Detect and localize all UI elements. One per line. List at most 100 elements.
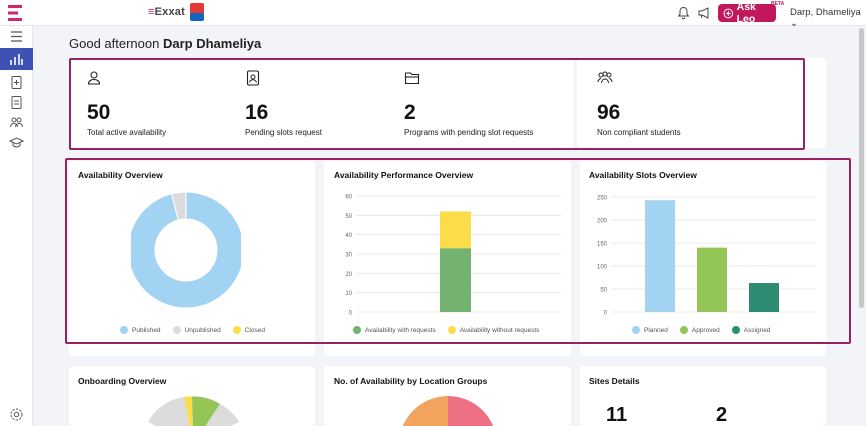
legend-swatch (353, 326, 361, 334)
users-icon[interactable] (9, 115, 24, 130)
performance-overview-title: Availability Performance Overview (334, 170, 474, 180)
sidebar (0, 26, 33, 426)
legend-swatch (679, 326, 688, 334)
y-tick-label: 30 (345, 253, 352, 259)
stat-value-programs-pending: 2 (404, 101, 416, 124)
y-tick-label: 20 (345, 272, 352, 278)
donut-slice-published[interactable] (131, 191, 241, 309)
bell-icon[interactable] (677, 6, 690, 20)
slots-bar-chart: 0 50 100 150 200 250 (597, 196, 816, 317)
sites-count-primary: 11 (606, 404, 628, 426)
onboarding-overview-title: Onboarding Overview (78, 376, 167, 386)
graduation-cap-icon[interactable] (9, 135, 24, 150)
stat-value-active-availability: 50 (87, 101, 111, 124)
legend-label: Closed (244, 326, 265, 334)
folder-icon (404, 72, 420, 85)
charts-highlight-frame (65, 158, 851, 344)
page-scrollbar[interactable] (859, 28, 864, 308)
user-name: Darp, Dhameliya (790, 7, 861, 18)
slots-bar-legend: Planned Approved Assigned (632, 326, 778, 334)
slots-legend-item[interactable]: Assigned (731, 326, 771, 334)
sites-count-secondary: 2 (716, 404, 728, 426)
stats-card (69, 58, 574, 148)
stat-label-active-availability: Total active availability (87, 128, 167, 137)
bar-planned[interactable] (645, 200, 675, 312)
legend-label: Planned (644, 326, 668, 334)
legend-swatch (632, 326, 640, 334)
slots-legend-item[interactable]: Planned (632, 326, 668, 334)
stat-value-pending-slots: 16 (245, 101, 269, 124)
legend-label: Availability without requests (459, 326, 540, 334)
legend-swatch (120, 326, 128, 334)
y-tick-label: 0 (604, 311, 608, 317)
sparkle-icon (723, 8, 734, 18)
legend-swatch (447, 326, 456, 334)
greeting-user-name: Darp Dhameliya (162, 36, 262, 51)
onboarding-pie-chart-partial (148, 396, 239, 426)
add-document-icon[interactable] (9, 75, 24, 90)
flag-badge-icon (190, 3, 204, 21)
bar-availability-with-requests[interactable] (440, 248, 471, 312)
stat-label-non-compliant: Non compliant students (597, 128, 681, 137)
y-tick-label: 60 (345, 195, 352, 201)
ask-leo-button[interactable]: Ask Leo (718, 1, 776, 25)
document-person-icon (246, 70, 260, 86)
bar-assigned[interactable] (749, 283, 779, 312)
performance-legend-item[interactable]: Availability without requests (447, 326, 540, 334)
y-tick-label: 50 (345, 214, 352, 220)
legend-swatch (731, 326, 740, 334)
compliance-stats-card (577, 58, 826, 148)
stat-label-pending-slots: Pending slots request (245, 128, 322, 137)
legend-label: Unpublished (184, 326, 221, 334)
person-icon (87, 71, 101, 85)
bar-chart-icon (10, 54, 23, 65)
menu-icon[interactable] (9, 29, 24, 44)
y-tick-label: 100 (597, 265, 608, 271)
sites-details-title: Sites Details (589, 376, 640, 386)
availability-legend-item[interactable]: Unpublished (172, 326, 221, 334)
slots-overview-title: Availability Slots Overview (589, 170, 697, 180)
performance-bar-chart: 0 10 20 30 40 50 60 (345, 195, 561, 317)
availability-legend-item[interactable]: Closed (232, 326, 265, 334)
document-icon[interactable] (9, 95, 24, 110)
settings-gear-icon[interactable] (9, 407, 24, 422)
stat-value-non-compliant: 96 (597, 101, 621, 124)
location-groups-title: No. of Availability by Location Groups (334, 376, 488, 386)
user-menu[interactable]: Darp, Dhameliya ⌄ (790, 7, 866, 29)
sidebar-item-dashboard[interactable] (0, 48, 33, 70)
location-groups-pie-chart-partial (402, 396, 494, 426)
top-bar: ≡Exxat Ask Leo BETA Darp, Dhameliya ⌄ (0, 0, 866, 29)
y-tick-label: 250 (597, 196, 608, 202)
slots-legend-item[interactable]: Approved (679, 326, 720, 334)
bar-approved[interactable] (697, 247, 727, 312)
legend-swatch (172, 326, 181, 334)
y-tick-label: 200 (597, 219, 608, 225)
legend-label: Availability with requests (365, 326, 436, 334)
stats-highlight-frame (69, 58, 805, 150)
exxat-logo-icon[interactable] (7, 4, 23, 22)
greeting-prefix: Good afternoon (69, 36, 160, 51)
donut-slice-unpublished[interactable] (170, 191, 187, 221)
greeting: Good afternoon Darp Dhameliya (69, 36, 261, 51)
legend-label: Published (132, 326, 161, 334)
legend-swatch (232, 326, 241, 334)
availability-legend-item[interactable]: Published (120, 326, 161, 334)
y-tick-label: 50 (600, 288, 607, 294)
performance-bar-legend: Availability with requests Availability w… (353, 326, 547, 334)
brand-name: Exxat (154, 6, 185, 18)
legend-label: Approved (691, 326, 720, 334)
group-icon (597, 71, 613, 84)
y-tick-label: 150 (597, 242, 608, 248)
performance-legend-item[interactable]: Availability with requests (353, 326, 436, 334)
y-tick-label: 0 (349, 311, 353, 317)
chevron-down-icon: ⌄ (790, 18, 798, 29)
bar-availability-without-requests[interactable] (440, 211, 471, 249)
beta-badge: BETA (771, 1, 785, 7)
legend-label: Assigned (743, 326, 771, 334)
megaphone-icon[interactable] (697, 6, 711, 20)
availability-donut-chart (131, 191, 241, 309)
sites-details-card (580, 366, 826, 426)
ask-leo-label: Ask Leo (736, 1, 756, 25)
y-tick-label: 40 (345, 233, 352, 239)
brand-logo: ≡Exxat (148, 6, 185, 18)
